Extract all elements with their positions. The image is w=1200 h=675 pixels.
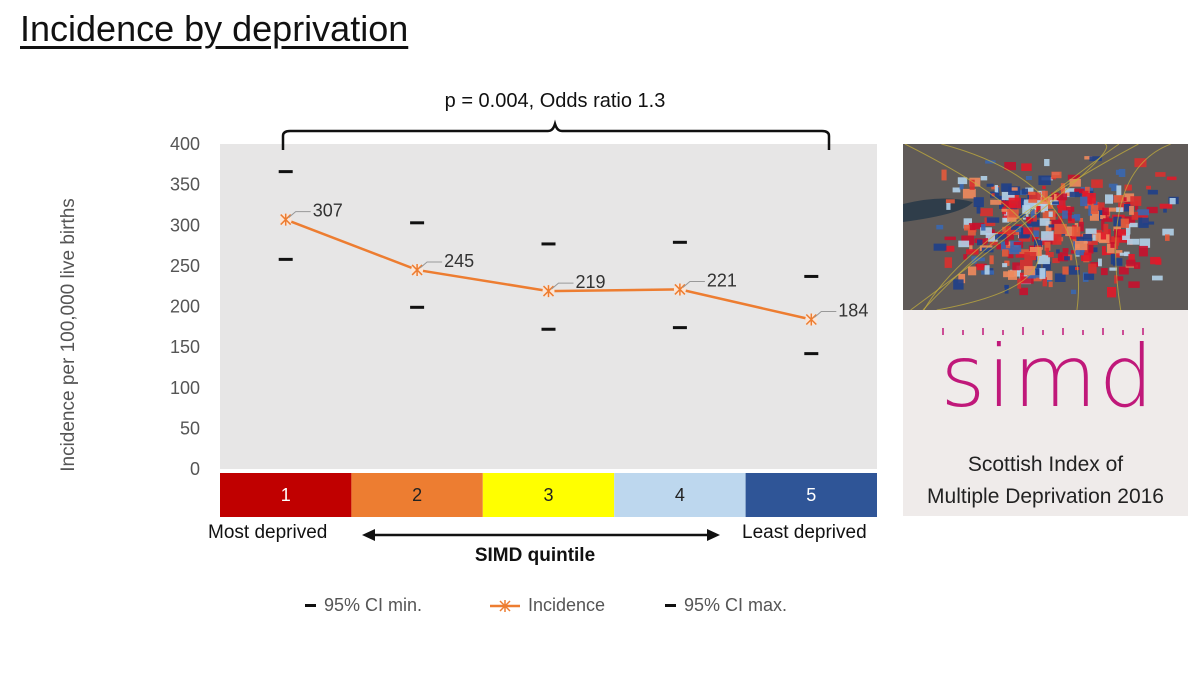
x-axis-label: SIMD quintile <box>474 545 596 566</box>
simd-tick-marks <box>942 327 1144 335</box>
simd-caption-line1: Scottish Index of <box>967 453 1124 476</box>
plot-area <box>220 144 877 469</box>
most-deprived-label: Most deprived <box>208 522 328 543</box>
legend-item-ci-max: 95% CI max. <box>665 595 787 616</box>
data-label-leader <box>813 311 837 318</box>
data-label-leader <box>419 261 443 269</box>
dash-marker-icon <box>305 604 316 607</box>
data-label-leader <box>288 211 311 218</box>
incidence-point <box>673 283 686 296</box>
x-tick-label: 3 <box>543 485 553 505</box>
y-tick-label: 50 <box>180 418 200 438</box>
legend-label: Incidence <box>528 595 606 615</box>
x-tick-label: 5 <box>806 485 816 505</box>
quintile-cell <box>351 473 483 517</box>
y-axis-label: Incidence per 100,000 live births <box>58 198 79 472</box>
x-tick-label: 4 <box>675 485 685 505</box>
arrow-right-head <box>707 529 720 541</box>
slide-title: Incidence by deprivation <box>20 8 409 49</box>
incidence-point <box>279 213 292 226</box>
data-label-leader <box>551 282 574 290</box>
y-tick-label: 200 <box>170 297 200 317</box>
y-tick-label: 100 <box>170 378 200 398</box>
data-label: 307 <box>313 201 343 221</box>
significance-annotation: p = 0.004, Odds ratio 1.3 <box>444 90 666 112</box>
data-label: 219 <box>576 272 606 292</box>
y-tick-label: 0 <box>190 459 200 479</box>
least-deprived-label: Least deprived <box>742 522 867 543</box>
y-tick-label: 300 <box>170 215 200 235</box>
legend-item-ci-min: 95% CI min. <box>305 595 422 616</box>
ci-markers <box>278 170 819 356</box>
quintile-color-bar: 1 2 3 4 5 <box>220 473 877 517</box>
data-label: 221 <box>707 270 737 290</box>
arrow-left-head <box>362 529 375 541</box>
quintile-cell <box>220 473 352 517</box>
y-axis-ticks: 0 50 100 150 200 250 300 350 400 <box>170 134 200 479</box>
data-label: 245 <box>444 251 474 271</box>
significance-brace <box>281 119 831 150</box>
simd-caption-line2: Multiple Deprivation 2016 <box>927 485 1164 508</box>
data-label: 184 <box>838 301 868 321</box>
incidence-line <box>279 213 818 326</box>
simd-caption: Scottish Index of Multiple Deprivation 2… <box>903 449 1188 513</box>
legend-label: 95% CI min. <box>324 595 423 615</box>
deprivation-arrow <box>362 529 720 541</box>
data-labels: 307 245 219 221 184 <box>288 201 868 321</box>
deprivation-map-image <box>903 144 1188 310</box>
legend-item-incidence: Incidence <box>490 595 605 616</box>
line-star-marker-icon <box>490 599 520 612</box>
legend-label: 95% CI max. <box>684 595 788 615</box>
y-tick-label: 400 <box>170 134 200 154</box>
incidence-point <box>805 313 818 326</box>
simd-logo: simd <box>940 327 1156 427</box>
incidence-point <box>542 285 555 298</box>
incidence-point <box>411 263 424 276</box>
y-tick-label: 250 <box>170 256 200 276</box>
river-shape <box>903 198 973 222</box>
quintile-cell <box>482 473 615 517</box>
x-tick-label: 1 <box>281 485 291 505</box>
quintile-cell <box>745 473 877 517</box>
x-tick-label: 2 <box>412 485 422 505</box>
quintile-cell <box>614 473 746 517</box>
chart-legend: 95% CI min. Incidence 95% CI max. <box>290 595 850 621</box>
y-tick-label: 350 <box>170 175 200 195</box>
y-tick-label: 150 <box>170 337 200 357</box>
simd-logo-panel: simd Scottish Index of Multiple Deprivat… <box>903 144 1188 516</box>
dash-marker-icon <box>665 604 676 607</box>
data-label-leader <box>682 280 705 288</box>
